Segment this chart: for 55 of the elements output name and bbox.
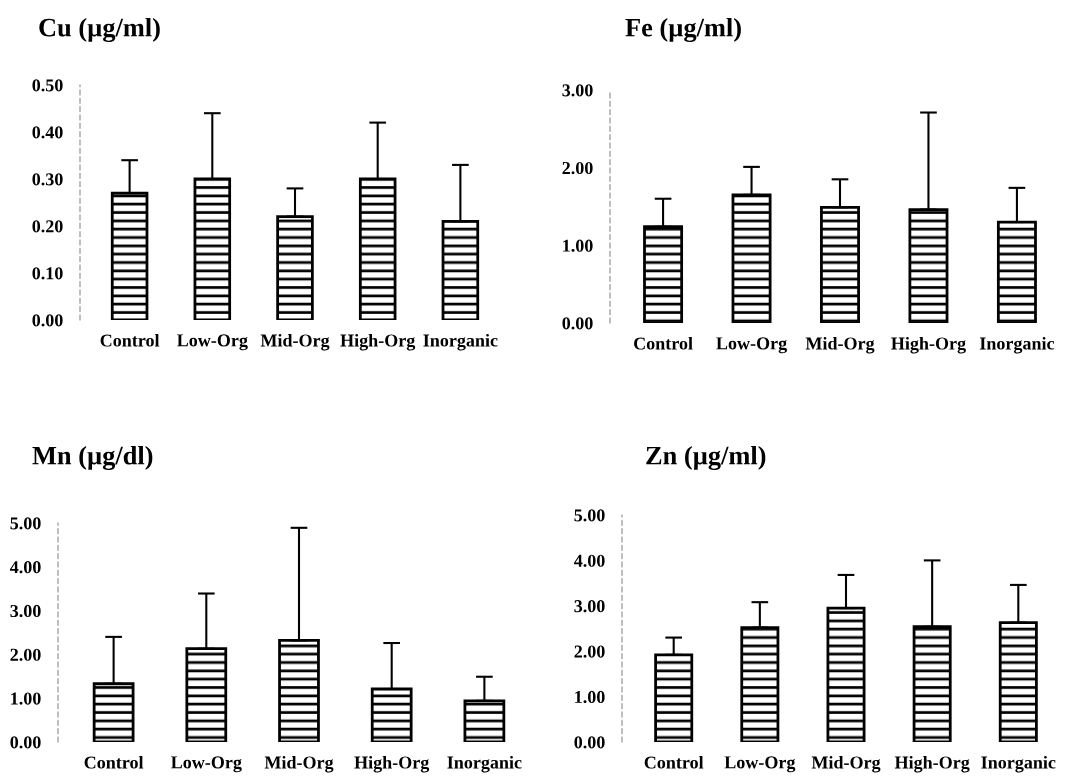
x-tick-label: Control xyxy=(634,336,693,350)
x-tick-label: Mid-Org xyxy=(260,333,330,351)
y-tick-label: 0.30 xyxy=(32,173,63,186)
bar xyxy=(358,177,397,320)
x-tick-label: Control xyxy=(84,755,144,769)
y-tick-label: 0.50 xyxy=(32,79,63,92)
y-tick-label: 4.00 xyxy=(573,554,605,567)
x-tick-label: Low-Org xyxy=(724,756,796,773)
x-tick-label: Low-Org xyxy=(171,756,242,773)
x-tick-label: High-Org xyxy=(891,336,966,354)
y-tick-label: 2.00 xyxy=(10,648,41,661)
chart-title: Zn (µg/ml) xyxy=(646,445,766,471)
x-tick-label: Low-Org xyxy=(177,334,248,351)
bar xyxy=(193,177,232,320)
x-tick-label: High-Org xyxy=(894,755,970,773)
x-tick-label: Inorganic xyxy=(981,755,1056,773)
x-tick-label: Inorganic xyxy=(979,336,1055,354)
bar xyxy=(996,220,1037,323)
y-tick-label: 0.00 xyxy=(32,314,63,327)
x-tick-label: Low-Org xyxy=(716,337,787,354)
y-tick-label: 5.00 xyxy=(10,517,41,530)
y-tick-label: 1.00 xyxy=(11,692,41,705)
x-tick-label: Control xyxy=(100,333,160,347)
bar xyxy=(820,205,860,323)
y-tick-label: 3.00 xyxy=(10,604,41,618)
x-tick-label: Inorganic xyxy=(423,333,498,351)
y-tick-label: 1.00 xyxy=(563,239,593,252)
y-tick-label: 5.00 xyxy=(574,509,605,522)
bar xyxy=(826,606,866,742)
bar xyxy=(370,687,413,742)
x-tick-label: Mid-Org xyxy=(805,336,875,354)
bar xyxy=(441,219,480,320)
chart-title: Fe (µg/ml) xyxy=(625,17,741,43)
chart-title: Cu (µg/ml) xyxy=(39,17,160,43)
y-tick-label: 2.00 xyxy=(574,645,605,658)
y-tick-label: 3.00 xyxy=(562,84,593,97)
chart-title: Mn (µg/dl) xyxy=(32,445,153,471)
x-tick-label: High-Org xyxy=(340,333,416,351)
y-tick-label: 3.00 xyxy=(574,600,605,613)
y-tick-label: 0.40 xyxy=(32,126,63,139)
y-tick-label: 0.00 xyxy=(562,317,593,330)
y-tick-label: 1.00 xyxy=(575,690,605,704)
y-tick-label: 2.00 xyxy=(562,161,593,175)
y-tick-label: 0.10 xyxy=(32,267,63,280)
x-tick-label: Control xyxy=(644,755,704,769)
y-tick-label: 0.20 xyxy=(32,220,63,233)
bar xyxy=(278,638,320,742)
y-tick-label: 0.00 xyxy=(574,736,605,749)
y-tick-label: 0.00 xyxy=(10,736,41,749)
x-tick-label: Mid-Org xyxy=(811,755,881,773)
x-tick-label: Mid-Org xyxy=(264,755,334,773)
x-tick-label: Inorganic xyxy=(447,755,522,773)
bar xyxy=(110,191,149,320)
x-tick-label: High-Org xyxy=(354,755,430,773)
y-tick-label: 4.00 xyxy=(9,561,41,574)
